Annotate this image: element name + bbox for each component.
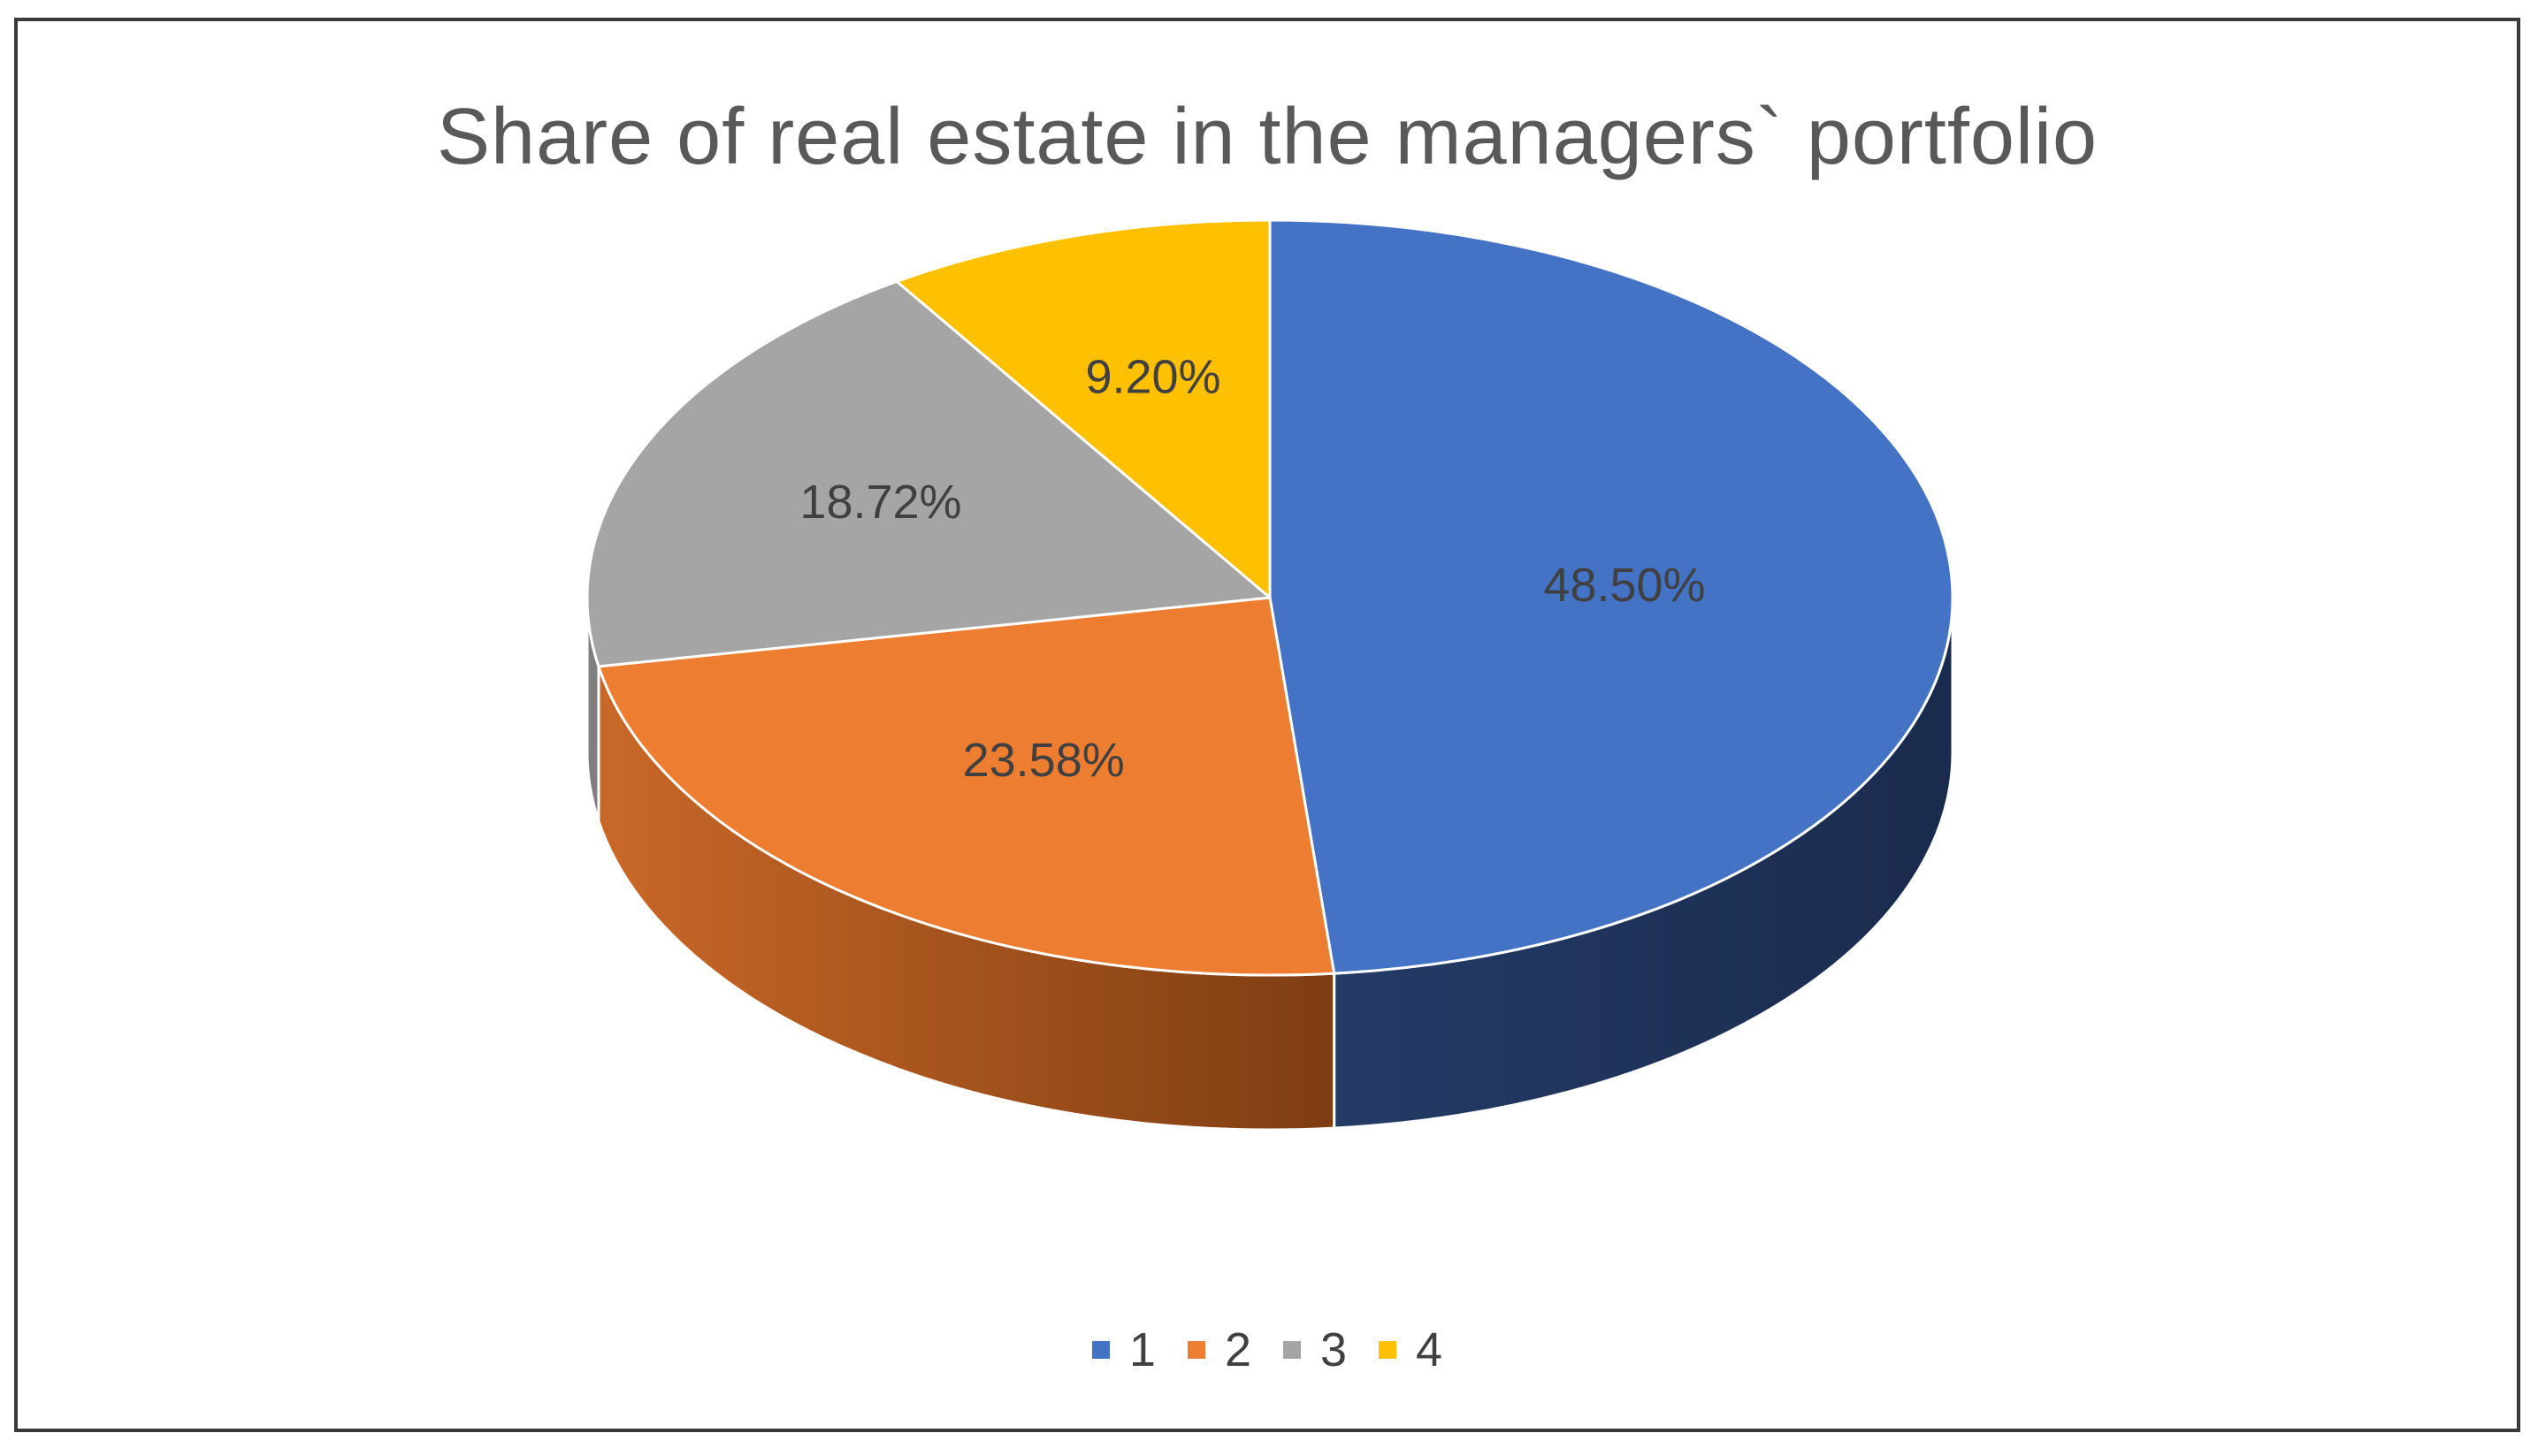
legend-label-3: 3 [1320,1323,1348,1376]
legend-label-2: 2 [1224,1323,1251,1376]
slice-2 [597,596,1336,977]
slice-4 [895,218,1272,599]
legend-item-1: 1 [1091,1323,1156,1376]
chart-title: Share of real estate in the managers` po… [436,93,2098,181]
chart-area: Share of real estate in the managers` po… [14,18,2520,1432]
legend-swatch-3 [1283,1341,1301,1359]
data-label-2: 23.58% [963,734,1125,787]
slice-1 [1268,218,1954,975]
legend-swatch-1 [1091,1341,1110,1359]
legend-swatch-4 [1379,1341,1397,1359]
chart-legend: 1 2 3 4 [18,1326,2517,1374]
data-label-4: 9.20% [1085,351,1220,404]
data-label-1: 48.50% [1543,559,1705,612]
slice-3 [585,279,1272,668]
data-label-3: 18.72% [799,476,961,529]
legend-label-4: 4 [1416,1323,1443,1376]
legend-label-1: 1 [1128,1323,1156,1376]
legend-item-4: 4 [1379,1326,1442,1374]
legend-swatch-2 [1187,1341,1205,1359]
legend-item-2: 2 [1187,1323,1251,1376]
legend-item-3: 3 [1283,1326,1347,1374]
pie-chart: 48.50% 23.58% 18.72% 9.20% [585,218,1954,1132]
